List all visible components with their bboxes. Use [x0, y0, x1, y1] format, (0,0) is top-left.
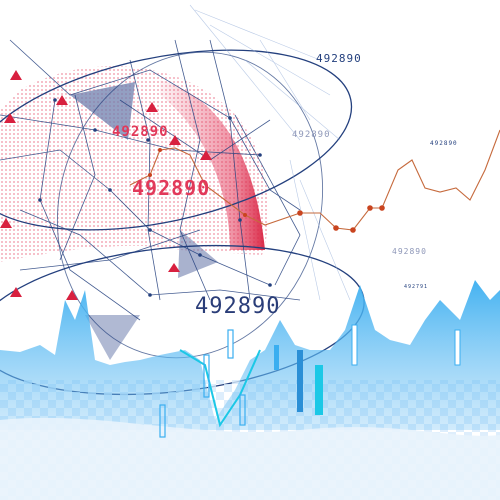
number-label-tiny-upper: 492890: [430, 140, 458, 147]
number-label-top: 492890: [316, 52, 362, 65]
number-label-faded-upper: 492890: [292, 130, 331, 140]
number-label-faded-mid: 492890: [392, 247, 427, 256]
candlesticks: [159, 324, 461, 438]
price-line: [129, 129, 500, 233]
network-lines: [0, 39, 301, 321]
number-label-tiny-mid: 492791: [404, 284, 429, 290]
number-label-large: 492890: [195, 294, 281, 319]
number-label-red-large: 492890: [132, 176, 211, 200]
red-triangle-markers: [0, 70, 212, 300]
number-label-red-small: 492890: [112, 124, 169, 140]
network-nodes: [38, 98, 272, 297]
faint-spokes: [189, 4, 351, 301]
sky-skyline: [0, 280, 500, 500]
